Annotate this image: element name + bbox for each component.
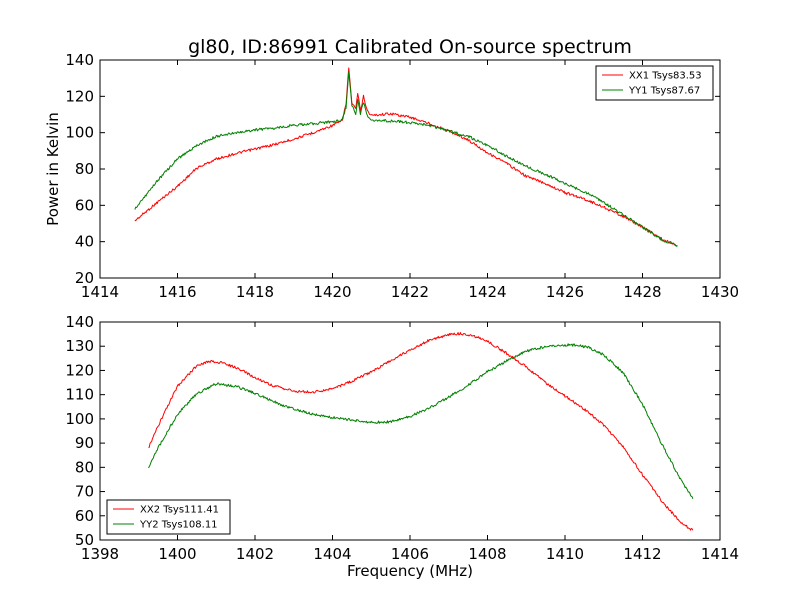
y-tick-label: 120 [65,87,94,105]
x-tick-label: 1422 [391,283,429,301]
x-tick-label: 1408 [468,545,506,563]
y-tick-label: 60 [75,196,94,214]
y-tick-label: 50 [75,531,94,549]
series-line-1-1 [148,343,694,499]
x-tick-label: 1398 [81,545,119,563]
legend-label: XX1 Tsys83.53 [629,71,702,82]
y-tick-label: 60 [75,507,94,525]
x-tick-label: 1410 [546,545,584,563]
y-tick-label: 100 [65,410,94,428]
x-tick-label: 1402 [236,545,274,563]
x-tick-label: 1406 [391,545,429,563]
x-tick-label: 1418 [236,283,274,301]
y-tick-label: 80 [75,160,94,178]
x-tick-label: 1424 [468,283,506,301]
legend-box [106,499,231,535]
x-tick-label: 1430 [701,283,739,301]
legend-label: YY1 Tsys87.67 [628,86,700,97]
x-tick-label: 1400 [158,545,196,563]
y-tick-label: 90 [75,434,94,452]
y-tick-label: 40 [75,233,94,251]
y-tick-label: 140 [65,313,94,331]
x-tick-label: 1426 [546,283,584,301]
legend-label: XX2 Tsys111.41 [140,505,219,516]
series-line-1-0 [148,332,694,531]
series-line-0-0 [134,67,678,247]
y-tick-label: 80 [75,458,94,476]
x-tick-label: 1414 [81,283,119,301]
y-tick-label: 20 [75,269,94,287]
x-tick-label: 1416 [158,283,196,301]
x-tick-label: 1404 [313,545,351,563]
y-tick-label: 120 [65,361,94,379]
legend-label: YY2 Tsys108.11 [139,520,218,531]
y-tick-label: 110 [65,386,94,404]
chart-title: gl80, ID:86991 Calibrated On-source spec… [188,36,632,58]
y-tick-label: 140 [65,51,94,69]
x-axis-label: Frequency (MHz) [347,562,473,580]
series-line-0-1 [134,70,678,247]
x-tick-label: 1428 [623,283,661,301]
x-tick-label: 1414 [701,545,739,563]
x-tick-label: 1412 [623,545,661,563]
y-tick-label: 100 [65,124,94,142]
bottom-panel: 1398 1400 1402 1404 1406 1408 1410 1412 1414 50 60… [65,313,739,563]
y-tick-label: 70 [75,483,94,501]
y-axis-label: Power in Kelvin [44,112,62,226]
x-tick-label: 1420 [313,283,351,301]
top-panel: 1414 1416 1418 1420 1422 1424 1426 1428 1430 20 40… [65,51,739,301]
legend-box [595,65,714,101]
y-tick-label: 130 [65,337,94,355]
